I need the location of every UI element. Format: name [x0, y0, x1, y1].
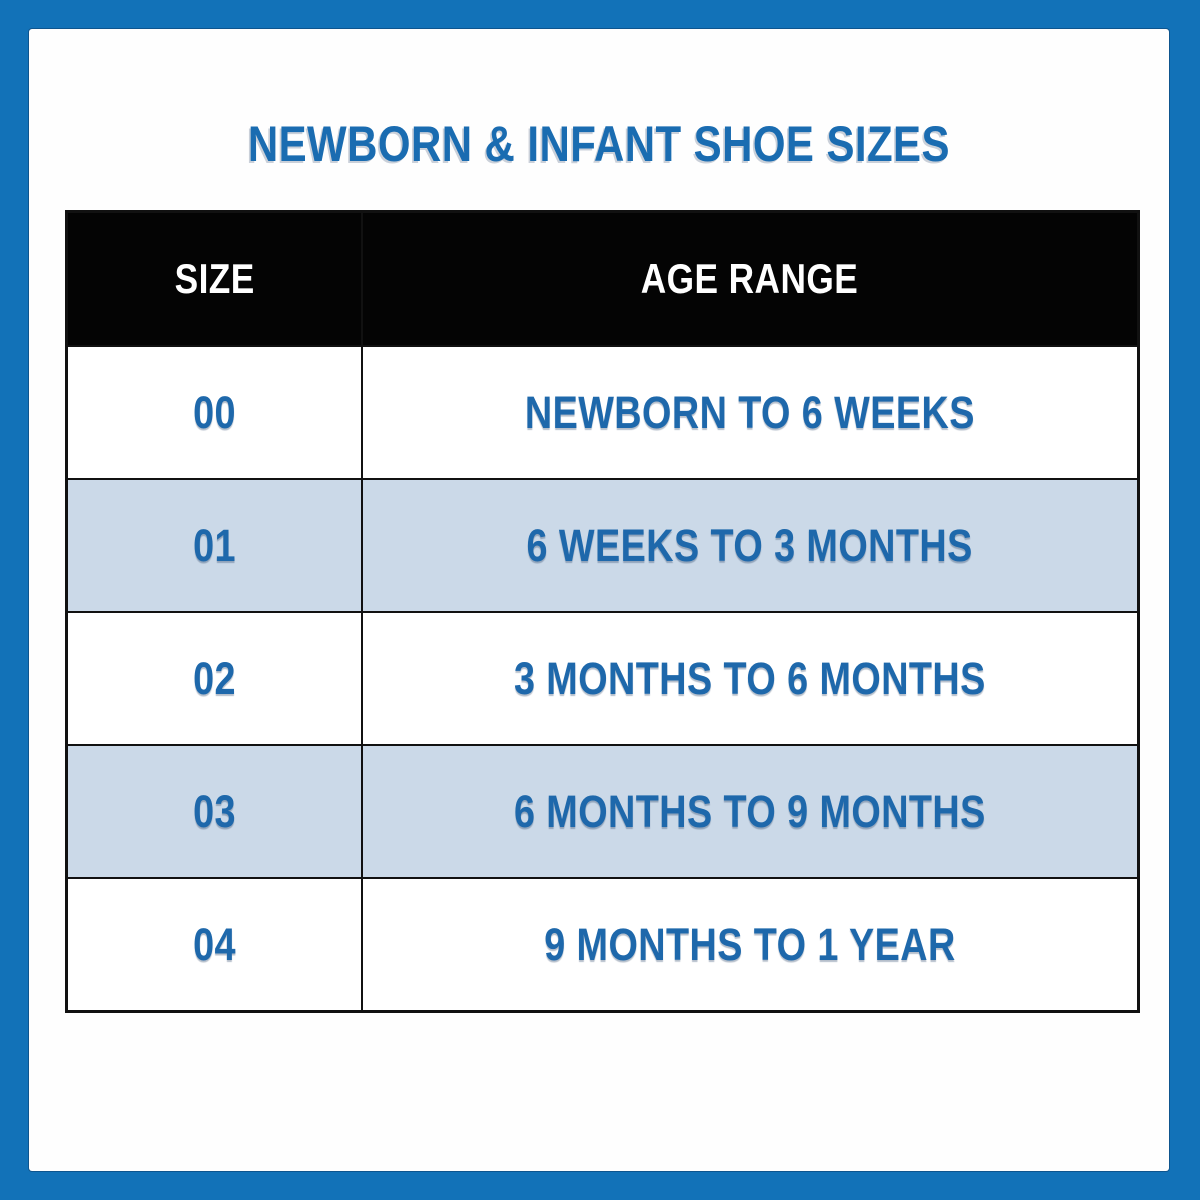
table-row: 03 6 MONTHS TO 9 MONTHS: [65, 744, 1140, 879]
size-cell: 04: [65, 877, 363, 1013]
size-cell-text: 01: [192, 519, 236, 571]
size-table-body: 00 NEWBORN TO 6 WEEKS 01 6 WEEKS TO 3 MONTH…: [65, 345, 1140, 1013]
page-title: NEWBORN & INFANT SHOE SIZES: [29, 117, 1169, 171]
table-row: 00 NEWBORN TO 6 WEEKS: [65, 345, 1140, 480]
age-range-cell: 6 WEEKS TO 3 MONTHS: [360, 478, 1140, 613]
size-cell: 03: [65, 744, 363, 879]
age-range-cell: NEWBORN TO 6 WEEKS: [360, 345, 1140, 480]
age-range-cell-text: 6 WEEKS TO 3 MONTHS: [526, 519, 973, 571]
table-row: 04 9 MONTHS TO 1 YEAR: [65, 877, 1140, 1013]
size-table: SIZE AGE RANGE 00 NEWBORN TO 6 WEEKS 01 6 W…: [65, 210, 1140, 1013]
column-header-size: SIZE: [65, 210, 363, 347]
size-cell: 02: [65, 611, 363, 746]
size-cell-text: 02: [192, 652, 236, 704]
size-chart-sheet: NEWBORN & INFANT SHOE SIZES SIZE AGE RAN…: [29, 29, 1169, 1171]
table-row: 02 3 MONTHS TO 6 MONTHS: [65, 611, 1140, 746]
age-range-cell-text: NEWBORN TO 6 WEEKS: [524, 386, 975, 438]
age-range-cell-text: 9 MONTHS TO 1 YEAR: [543, 918, 956, 970]
size-cell-text: 03: [192, 785, 236, 837]
age-range-cell-text: 6 MONTHS TO 9 MONTHS: [513, 785, 986, 837]
column-header-size-text: SIZE: [174, 255, 255, 302]
size-cell-text: 00: [192, 386, 236, 438]
column-header-age-range: AGE RANGE: [360, 210, 1140, 347]
size-cell: 01: [65, 478, 363, 613]
age-range-cell: 6 MONTHS TO 9 MONTHS: [360, 744, 1140, 879]
age-range-cell: 3 MONTHS TO 6 MONTHS: [360, 611, 1140, 746]
page-title-text: NEWBORN & INFANT SHOE SIZES: [247, 116, 951, 172]
column-header-age-range-text: AGE RANGE: [641, 255, 859, 302]
size-cell-text: 04: [192, 918, 236, 970]
table-header-row: SIZE AGE RANGE: [65, 210, 1140, 347]
size-cell: 00: [65, 345, 363, 480]
age-range-cell-text: 3 MONTHS TO 6 MONTHS: [513, 652, 986, 704]
age-range-cell: 9 MONTHS TO 1 YEAR: [360, 877, 1140, 1013]
table-row: 01 6 WEEKS TO 3 MONTHS: [65, 478, 1140, 613]
